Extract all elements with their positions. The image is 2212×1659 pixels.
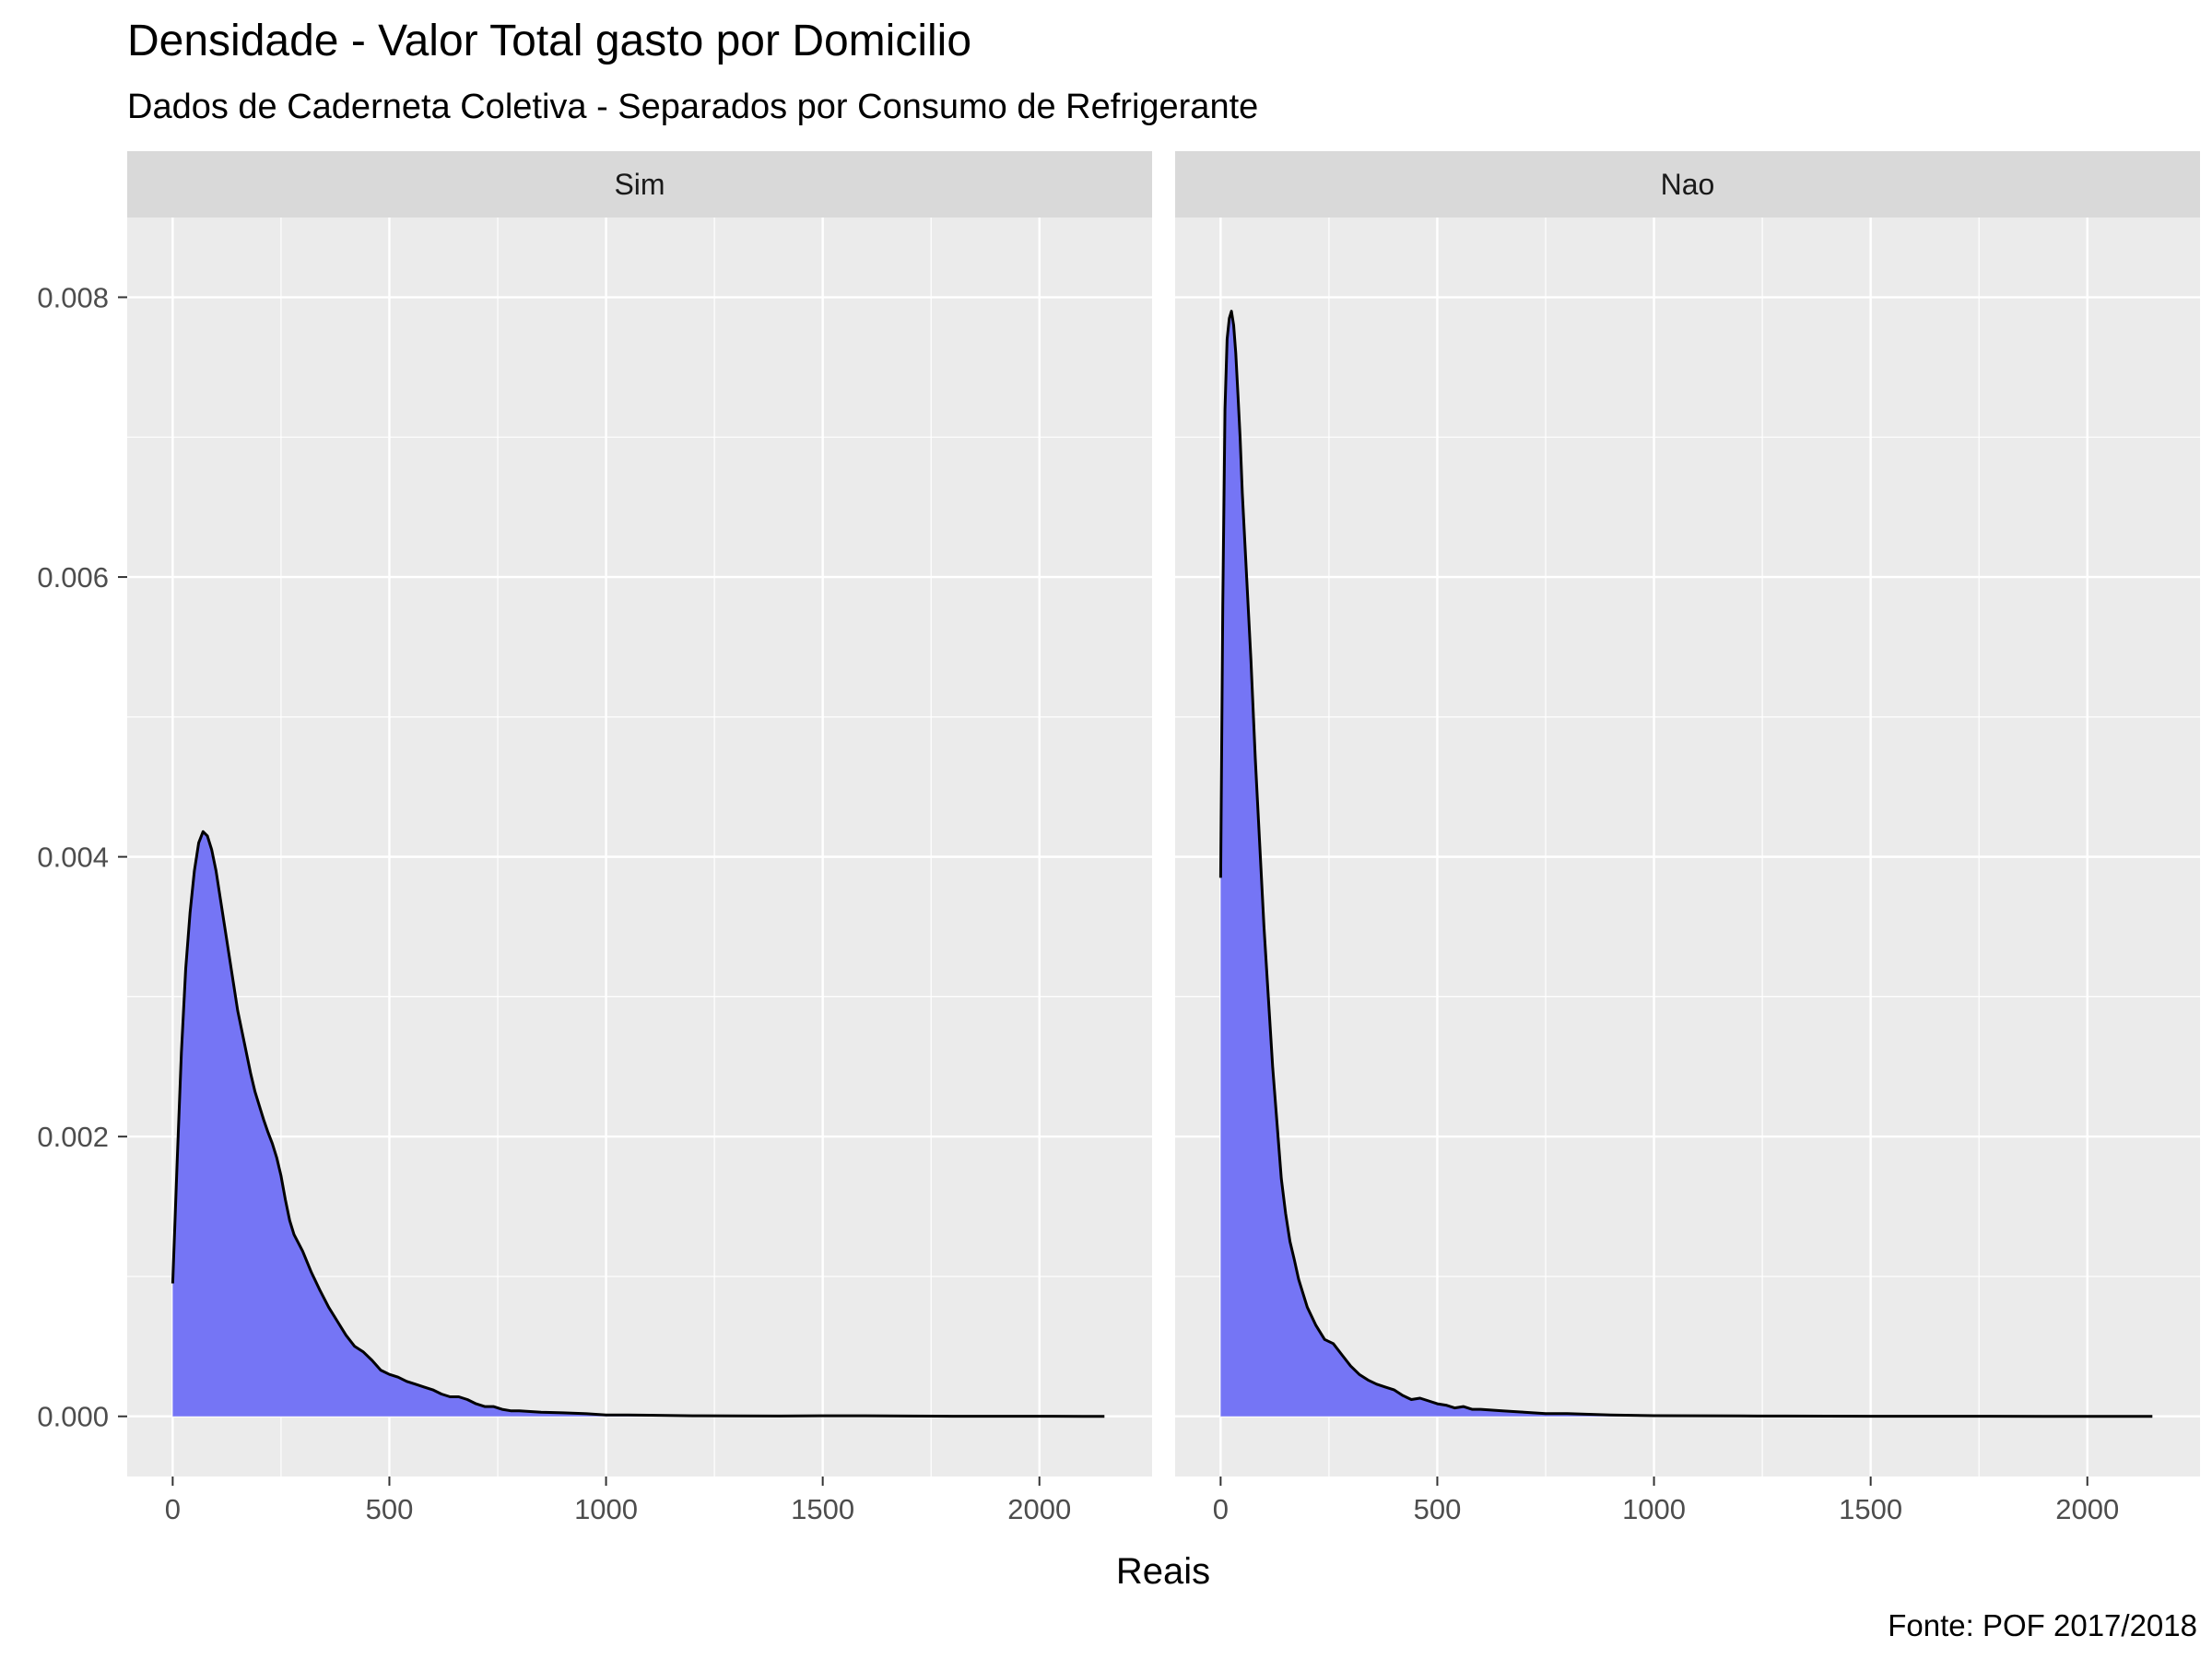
x-tick-label: 1500 bbox=[1839, 1493, 1902, 1525]
density-area-sim bbox=[172, 831, 1105, 1417]
x-tick-label: 1500 bbox=[791, 1493, 854, 1525]
chart-caption: Fonte: POF 2017/2018 bbox=[1888, 1608, 2197, 1642]
panel-background bbox=[1175, 218, 2200, 1477]
x-tick-label: 2000 bbox=[1007, 1493, 1071, 1525]
x-tick-label: 0 bbox=[165, 1493, 181, 1525]
facet-panels: 0.000 0.002 0.004 0.006 0.008 Sim 0 500 1000 1500… bbox=[37, 151, 2200, 1525]
x-tick-label: 500 bbox=[1414, 1493, 1462, 1525]
x-tick-label: 0 bbox=[1213, 1493, 1229, 1525]
facet-strip bbox=[127, 151, 1152, 218]
x-axis-title: Reais bbox=[1116, 1551, 1210, 1592]
y-tick-label: 0.006 bbox=[37, 561, 109, 594]
density-line-sim bbox=[171, 830, 1105, 1418]
y-tick-label: 0.004 bbox=[37, 841, 109, 874]
facet-strip-label: Nao bbox=[1661, 168, 1715, 201]
y-tick-label: 0.008 bbox=[37, 282, 109, 314]
chart-subtitle: Dados de Caderneta Coletiva - Separados … bbox=[127, 88, 1258, 126]
facet-strip-label: Sim bbox=[614, 168, 665, 201]
facet-strip bbox=[1175, 151, 2200, 218]
chart-title: Densidade - Valor Total gasto por Domici… bbox=[127, 17, 971, 65]
facet-panel-sim: Sim 0 500 1000 1500 2000 bbox=[127, 151, 1152, 1525]
x-tick-label: 1000 bbox=[574, 1493, 638, 1525]
y-tick-label: 0.002 bbox=[37, 1121, 109, 1153]
y-tick-label: 0.000 bbox=[37, 1401, 109, 1433]
x-tick-label: 500 bbox=[366, 1493, 414, 1525]
facet-panel-nao: Nao 0 500 1000 1500 2000 bbox=[1175, 151, 2200, 1525]
x-tick-label: 2000 bbox=[2055, 1493, 2119, 1525]
density-line-nao bbox=[1218, 310, 2153, 1418]
x-tick-label: 1000 bbox=[1622, 1493, 1686, 1525]
